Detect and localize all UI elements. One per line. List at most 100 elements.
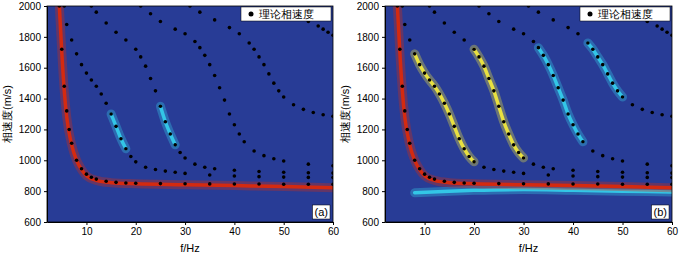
theory-point (292, 103, 296, 107)
theory-point (149, 12, 153, 16)
tick: 1400 (19, 93, 47, 104)
tick: 600 (362, 217, 385, 228)
theory-point (497, 20, 501, 24)
theory-point (512, 27, 516, 31)
tick-mark (86, 222, 87, 225)
theory-point (645, 182, 649, 186)
theory-point (242, 140, 246, 144)
theory-point (408, 38, 412, 42)
theory-point (522, 172, 526, 176)
theory-point (596, 55, 600, 59)
tick-mark (44, 99, 47, 100)
tick-label: 40 (568, 226, 580, 237)
theory-point (428, 175, 432, 179)
theory-point (203, 54, 207, 58)
theory-point (462, 181, 466, 185)
theory-point (611, 81, 615, 85)
theory-point (173, 171, 177, 175)
tick-label: 2000 (357, 1, 380, 12)
theory-point (80, 63, 84, 67)
theory-point (262, 63, 266, 67)
theory-point (591, 149, 595, 153)
theory-point (438, 92, 442, 96)
tick-mark (425, 222, 426, 225)
theory-point (144, 165, 148, 169)
theory-point (282, 95, 286, 99)
tick-label: 40 (229, 226, 241, 237)
theory-point (517, 151, 521, 155)
theory-point (492, 168, 496, 172)
theory-point (477, 55, 481, 59)
tick-label: 800 (362, 186, 379, 197)
theory-point (75, 52, 79, 56)
y-axis: 600800100012001400160018002000 (357, 1, 386, 228)
theory-point (448, 112, 452, 116)
theory-point (413, 158, 417, 162)
theory-point (542, 54, 546, 58)
theory-point (462, 38, 466, 42)
tick: 2000 (357, 1, 385, 12)
theory-point (522, 156, 526, 160)
theory-point (645, 162, 649, 166)
theory-point (551, 18, 555, 22)
theory-point (537, 46, 541, 50)
theory-point (660, 113, 664, 117)
theory-point (532, 40, 536, 44)
tick: 600 (24, 217, 47, 228)
tick: 10 (420, 222, 432, 237)
theory-point (452, 125, 456, 129)
theory-point (472, 160, 476, 164)
tick: 1000 (357, 155, 385, 166)
theory-point (262, 154, 266, 158)
tick-label: 1200 (19, 124, 42, 135)
theory-point (159, 104, 163, 108)
theory-point (581, 140, 585, 144)
theory-point (532, 162, 536, 166)
theory-point (134, 47, 138, 51)
theory-point (104, 101, 108, 105)
theory-point (502, 169, 506, 173)
theory-point (596, 175, 600, 179)
tick: 50 (279, 222, 291, 237)
theory-point (423, 172, 427, 176)
tick-label: 1800 (19, 32, 42, 43)
tick-mark (44, 222, 47, 223)
tick-mark (44, 129, 47, 130)
tick-label: 1000 (357, 155, 380, 166)
theory-point (621, 159, 625, 163)
theory-point (213, 18, 217, 22)
theory-point (512, 171, 516, 175)
energy-ridge-glow (59, 6, 333, 188)
tick-label: 30 (518, 226, 530, 237)
tick-mark (333, 222, 334, 225)
theory-point (507, 132, 511, 136)
theory-point (571, 174, 575, 178)
theory-point (433, 177, 437, 181)
theory-point (621, 171, 625, 175)
theory-point (193, 162, 197, 166)
theory-point (173, 143, 177, 147)
theory-point (497, 104, 501, 108)
tick-mark (185, 222, 186, 225)
theory-point (238, 132, 242, 136)
theory-point (90, 78, 94, 82)
tick-mark (44, 6, 47, 7)
theory-point (650, 111, 654, 115)
tick-mark (382, 37, 385, 38)
theory-point (272, 81, 276, 85)
theory-point (144, 64, 148, 68)
theory-point (257, 175, 261, 179)
theory-point (418, 167, 422, 171)
tick: 800 (362, 186, 385, 197)
theory-point (561, 98, 565, 102)
tick-label: 30 (180, 226, 192, 237)
theory-point (85, 172, 89, 176)
theory-point (645, 171, 649, 175)
theory-point (109, 112, 113, 116)
legend-marker (249, 12, 254, 17)
energy-ridge (160, 106, 175, 145)
theory-point (139, 55, 143, 59)
tick-label: 60 (667, 226, 679, 237)
energy-ridge-glow (474, 49, 523, 158)
theory-point (282, 182, 286, 186)
